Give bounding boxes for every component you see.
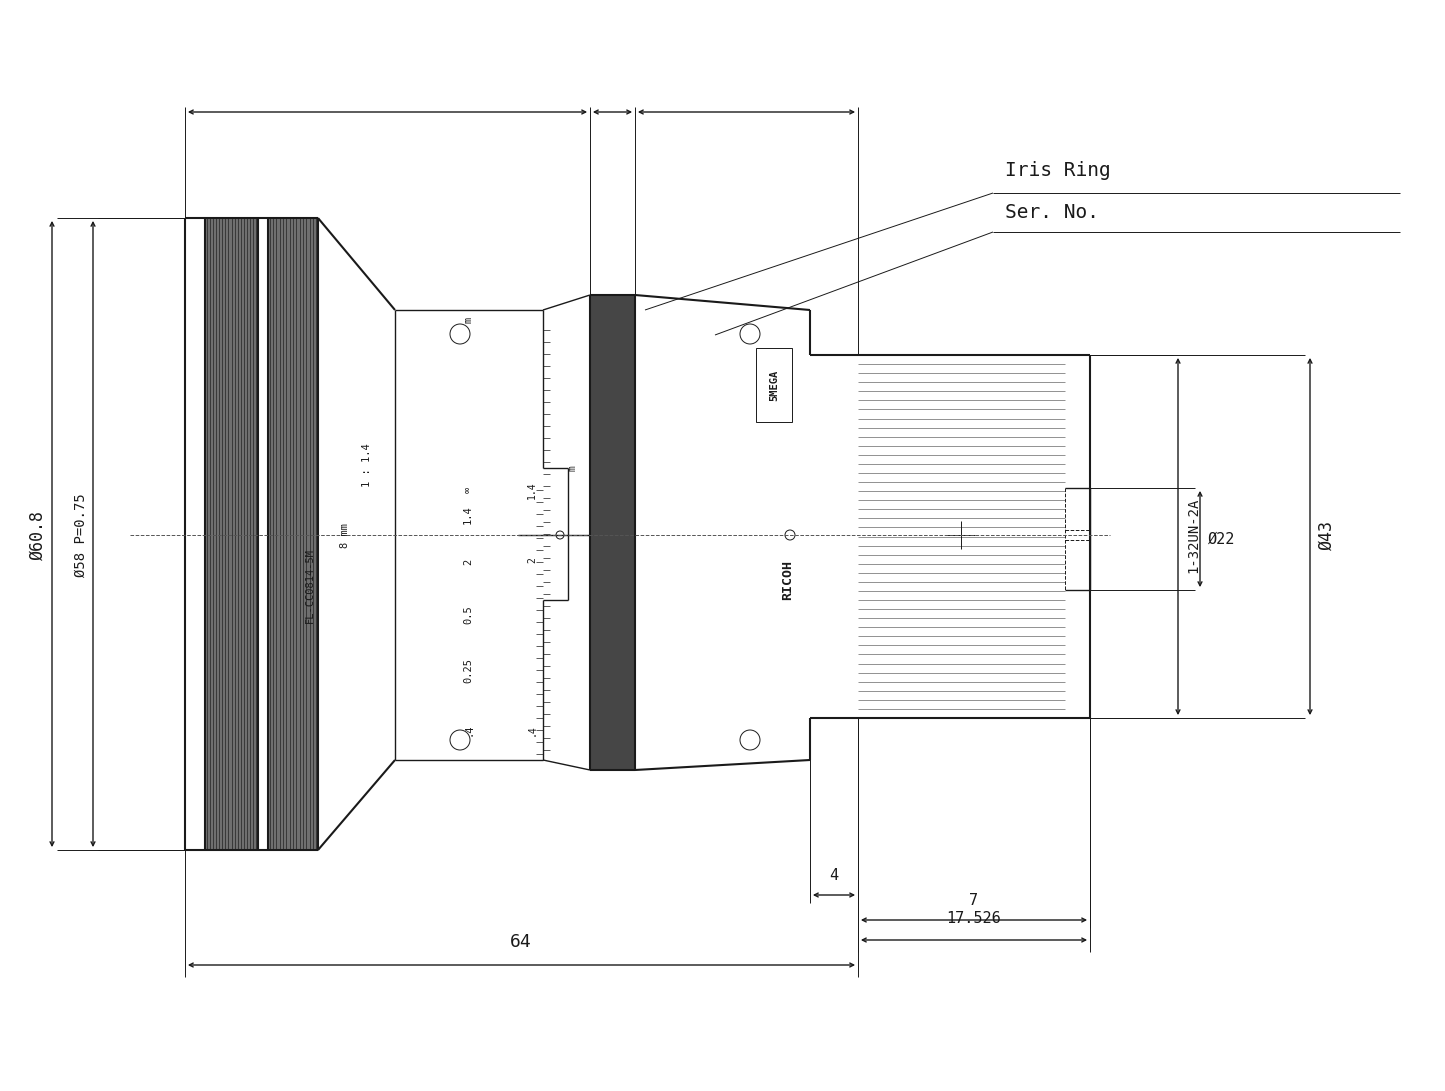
Text: 4: 4 — [829, 868, 838, 883]
Text: 1-32UN-2A: 1-32UN-2A — [1186, 497, 1199, 573]
Text: .4: .4 — [462, 723, 473, 736]
Text: 64: 64 — [510, 933, 532, 951]
Text: 0.25: 0.25 — [462, 658, 473, 683]
Text: 2: 2 — [462, 559, 473, 565]
Text: Ø22: Ø22 — [1208, 531, 1235, 547]
Text: 8 mm: 8 mm — [340, 523, 350, 548]
Text: ∞: ∞ — [462, 487, 473, 493]
Text: RICOH: RICOH — [782, 560, 795, 600]
Text: Ø58 P=0.75: Ø58 P=0.75 — [74, 493, 88, 577]
Text: 5MEGA: 5MEGA — [769, 370, 779, 400]
Text: 1 : 1.4: 1 : 1.4 — [363, 443, 371, 487]
Text: 1.4: 1.4 — [462, 505, 473, 525]
Text: Ser. No.: Ser. No. — [1006, 203, 1100, 221]
Text: 2: 2 — [527, 558, 538, 563]
Text: .4: .4 — [527, 724, 538, 735]
Text: m: m — [566, 465, 577, 471]
Text: Ø43: Ø43 — [1318, 520, 1337, 550]
Text: Iris Ring: Iris Ring — [1006, 160, 1111, 180]
Text: FL-CC0814-5M: FL-CC0814-5M — [305, 548, 315, 623]
Text: m: m — [462, 316, 473, 323]
Text: 17.526: 17.526 — [946, 911, 1001, 926]
Text: 0.5: 0.5 — [462, 606, 473, 624]
Text: Ø60.8: Ø60.8 — [29, 509, 48, 560]
FancyBboxPatch shape — [756, 348, 792, 422]
Text: 7: 7 — [970, 894, 978, 908]
Text: 1.4: 1.4 — [527, 481, 538, 499]
